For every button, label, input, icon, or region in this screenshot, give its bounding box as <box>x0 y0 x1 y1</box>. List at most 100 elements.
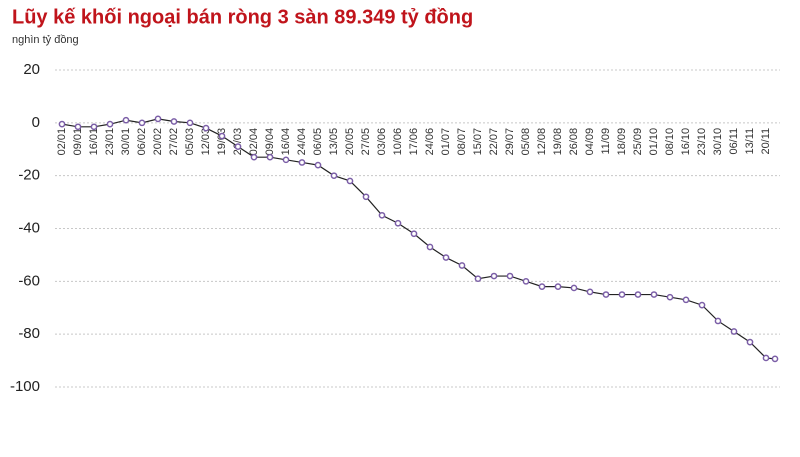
x-tick-label: 08/10 <box>664 128 676 156</box>
y-tick-label: -60 <box>18 272 40 289</box>
x-tick-label: 25/09 <box>632 128 644 156</box>
marker <box>378 211 386 219</box>
marker <box>394 219 402 227</box>
marker <box>730 328 738 335</box>
marker <box>570 284 578 292</box>
marker <box>442 254 450 261</box>
marker <box>458 262 466 269</box>
x-tick-label: 20/11 <box>760 128 772 155</box>
marker <box>522 277 530 285</box>
marker <box>682 296 690 304</box>
x-tick-label: 09/01 <box>72 128 84 156</box>
marker <box>746 338 754 346</box>
marker <box>698 301 706 309</box>
x-tick-label: 22/07 <box>488 128 500 156</box>
y-tick-label: 20 <box>23 61 40 78</box>
x-tick-label: 09/04 <box>264 128 276 156</box>
y-tick-label: 0 <box>32 114 40 131</box>
x-tick-label: 06/11 <box>728 128 740 155</box>
marker <box>138 119 146 127</box>
line <box>61 118 776 360</box>
x-tick-label: 12/03 <box>200 128 212 156</box>
x-tick-label: 05/03 <box>184 128 196 156</box>
x-tick-label: 15/07 <box>472 128 484 156</box>
x-tick-label: 20/02 <box>152 128 164 156</box>
x-tick-label: 10/06 <box>392 128 404 156</box>
marker <box>506 272 514 280</box>
marker <box>362 193 370 201</box>
marker <box>170 118 178 125</box>
x-tick-label: 04/09 <box>584 128 596 156</box>
y-tick-label: -100 <box>10 378 40 395</box>
x-tick-label: 01/07 <box>440 128 452 156</box>
x-tick-label: 06/05 <box>312 128 324 156</box>
marker <box>714 317 722 325</box>
y-tick-label: -80 <box>18 325 40 342</box>
x-tick-label: 02/04 <box>248 128 260 156</box>
marker <box>602 291 610 298</box>
marker <box>202 124 210 132</box>
marker <box>122 116 130 124</box>
marker <box>266 153 274 161</box>
marker <box>666 293 674 301</box>
x-tick-label: 30/01 <box>120 128 132 156</box>
marker <box>554 283 562 290</box>
marker <box>186 119 194 127</box>
marker <box>154 115 162 123</box>
marker <box>250 153 258 161</box>
x-tick-label: 02/01 <box>56 128 68 156</box>
marker <box>346 177 354 185</box>
x-tick-label: 05/08 <box>520 128 532 156</box>
marker <box>410 230 418 238</box>
x-tick-label: 17/06 <box>408 128 420 156</box>
x-tick-label: 26/08 <box>568 128 580 156</box>
marker <box>330 172 338 180</box>
marker <box>58 120 66 128</box>
marker <box>474 275 482 283</box>
marker <box>298 159 306 166</box>
marker <box>282 156 290 164</box>
chart-title: Lũy kế khối ngoại bán ròng 3 sàn 89.349 … <box>12 6 473 28</box>
x-tick-label: 16/01 <box>88 128 100 156</box>
marker <box>490 272 498 280</box>
marker <box>586 288 594 296</box>
x-tick-label: 06/02 <box>136 128 148 156</box>
x-tick-label: 12/08 <box>536 128 548 156</box>
x-tick-label: 03/06 <box>376 128 388 156</box>
marker <box>106 120 114 128</box>
x-tick-label: 01/10 <box>648 128 660 156</box>
x-tick-label: 24/04 <box>296 128 308 156</box>
chart-subtitle: nghìn tỷ đồng <box>12 34 79 46</box>
marker <box>234 143 242 150</box>
x-tick-label: 13/11 <box>744 128 756 155</box>
x-tick-label: 11/09 <box>600 128 612 155</box>
x-tick-label: 29/07 <box>504 128 516 156</box>
x-tick-label: 27/05 <box>360 128 372 156</box>
marker <box>634 291 642 298</box>
marker <box>74 123 82 131</box>
x-tick-label: 27/02 <box>168 128 180 156</box>
marker <box>771 355 779 363</box>
marker <box>314 161 322 169</box>
x-tick-label: 26/03 <box>232 128 244 156</box>
x-tick-label: 19/03 <box>216 128 228 156</box>
marker <box>618 291 626 298</box>
marker <box>90 123 98 131</box>
x-tick-label: 23/01 <box>104 128 116 156</box>
marker <box>426 243 434 251</box>
y-tick-label: -40 <box>18 219 40 236</box>
y-tick-label: -20 <box>18 167 40 184</box>
x-tick-label: 24/06 <box>424 128 436 156</box>
x-tick-label: 20/05 <box>344 128 356 156</box>
marker <box>762 354 770 362</box>
marker <box>650 291 658 298</box>
x-tick-label: 16/10 <box>680 128 692 156</box>
x-tick-label: 19/08 <box>552 128 564 156</box>
x-tick-label: 18/09 <box>616 128 628 156</box>
x-tick-label: 23/10 <box>696 128 708 156</box>
x-tick-label: 08/07 <box>456 128 468 156</box>
marker <box>218 132 226 140</box>
marker <box>538 283 546 290</box>
